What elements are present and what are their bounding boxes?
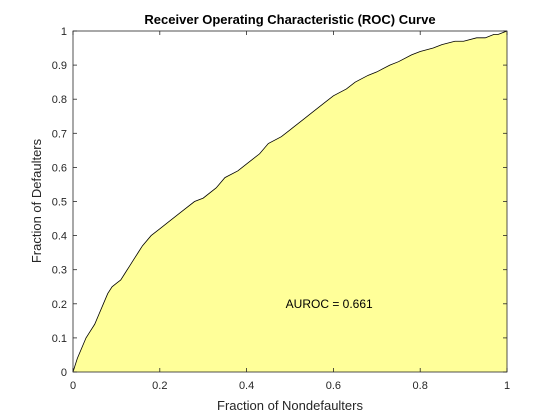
y-tick-label: 0.3 — [52, 265, 67, 277]
y-tick-label: 0.5 — [52, 197, 67, 209]
x-tick-label: 1 — [504, 380, 510, 392]
y-tick-label: 0.9 — [52, 60, 67, 72]
y-tick-label: 0 — [61, 367, 67, 379]
roc-area-fill — [73, 31, 507, 372]
x-axis-label: Fraction of Nondefaulters — [217, 398, 363, 413]
x-axis-ticks: 0 0.2 0.4 0.6 0.8 1 — [70, 31, 510, 392]
x-tick-label: 0.6 — [326, 380, 341, 392]
y-tick-label: 0.6 — [52, 162, 67, 174]
chart-title: Receiver Operating Characteristic (ROC) … — [144, 12, 435, 27]
y-axis-ticks: 0 0.1 0.2 0.3 0.4 0.5 0.6 0.7 0.8 0.9 1 — [52, 26, 507, 379]
y-tick-label: 0.2 — [52, 299, 67, 311]
x-tick-label: 0.4 — [239, 380, 254, 392]
x-tick-label: 0.8 — [413, 380, 428, 392]
y-tick-label: 0.8 — [52, 94, 67, 106]
roc-curve-line — [72, 30, 508, 373]
x-tick-label: 0.2 — [152, 380, 167, 392]
auroc-annotation: AUROC = 0.661 — [286, 297, 373, 311]
x-tick-label: 0 — [70, 380, 76, 392]
y-axis-label: Fraction of Defaulters — [29, 138, 44, 263]
y-tick-label: 0.7 — [52, 128, 67, 140]
y-tick-label: 1 — [61, 26, 67, 38]
y-tick-label: 0.4 — [52, 231, 67, 243]
y-tick-label: 0.1 — [52, 333, 67, 345]
